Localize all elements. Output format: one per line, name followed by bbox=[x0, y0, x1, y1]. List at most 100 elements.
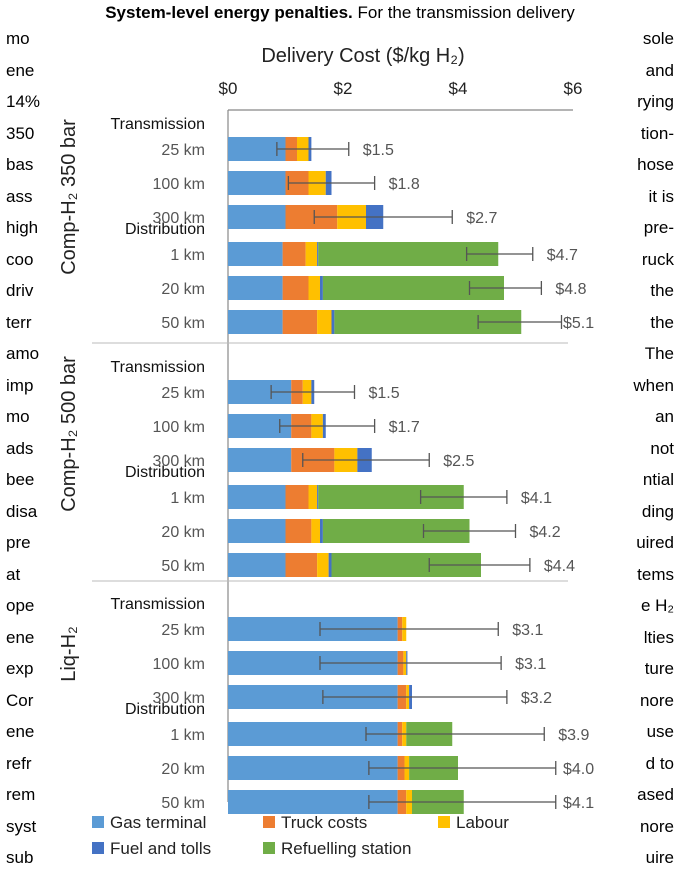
legend-swatch bbox=[263, 842, 275, 854]
bar-segment bbox=[228, 242, 283, 266]
legend-swatch bbox=[92, 816, 104, 828]
paper-line-left: imp bbox=[6, 375, 34, 395]
paper-line: refr d to bbox=[0, 751, 680, 777]
x-tick-label: $6 bbox=[564, 79, 583, 98]
bar-segment bbox=[228, 310, 283, 334]
paper-line-left: ass bbox=[6, 186, 33, 206]
paper-line-right: an bbox=[655, 407, 674, 426]
paper-line-right: the bbox=[650, 281, 674, 300]
bar-segment bbox=[282, 276, 309, 300]
paper-line-right: tion- bbox=[640, 123, 674, 143]
section-header: Distribution bbox=[125, 221, 205, 238]
bar-segment bbox=[285, 519, 312, 543]
total-value-label: $2.5 bbox=[443, 453, 474, 470]
paper-line-left: rem bbox=[6, 785, 36, 804]
row-label: 1 km bbox=[170, 247, 205, 264]
paper-line: mo sole bbox=[0, 26, 680, 52]
bar-segment bbox=[228, 276, 283, 300]
paper-line: pre uired bbox=[0, 530, 680, 556]
x-axis-title: Delivery Cost ($/kg H₂) bbox=[261, 45, 464, 67]
paper-line-right: lties bbox=[643, 627, 674, 647]
paper-line-right: ruck bbox=[641, 249, 674, 269]
row-label: 50 km bbox=[161, 315, 205, 332]
row-label: 50 km bbox=[161, 558, 205, 575]
total-value-label: $1.8 bbox=[389, 176, 420, 193]
bar-segment bbox=[331, 310, 335, 334]
paper-line: ads not bbox=[0, 436, 680, 462]
paper-line-left: ads bbox=[6, 438, 34, 458]
paper-line: sub uire bbox=[0, 845, 680, 871]
bar-segment bbox=[285, 553, 318, 577]
paper-line-right: it is bbox=[648, 186, 675, 206]
total-value-label: $1.7 bbox=[389, 419, 420, 436]
paper-line: 350 tion- bbox=[0, 121, 680, 147]
paper-line: driv the bbox=[0, 278, 680, 304]
paper-line-left: syst bbox=[6, 816, 37, 836]
paper-line-left: Cor bbox=[6, 690, 34, 710]
total-value-label: $3.9 bbox=[558, 727, 589, 744]
bar-segment bbox=[328, 553, 332, 577]
row-label: 100 km bbox=[153, 656, 205, 673]
paper-line-right: use bbox=[646, 722, 674, 741]
paper-line: bee ntial bbox=[0, 467, 680, 493]
paper-line: exp ture bbox=[0, 656, 680, 682]
paper-line-left: ope bbox=[6, 596, 35, 615]
bar-segment bbox=[320, 519, 323, 543]
paper-line-left: coo bbox=[6, 249, 34, 269]
paper-line-left: mo bbox=[6, 407, 30, 426]
paper-line-right: pre- bbox=[643, 218, 674, 237]
paper-line-right: hose bbox=[637, 155, 674, 174]
paper-line-left: driv bbox=[6, 281, 34, 300]
bar-segment bbox=[228, 205, 286, 229]
row-label: 1 km bbox=[170, 490, 205, 507]
row-label: 300 km bbox=[153, 210, 205, 227]
legend-label: Fuel and tolls bbox=[110, 839, 211, 858]
paper-line-left: mo bbox=[6, 29, 30, 48]
bar-segment bbox=[228, 171, 286, 195]
legend-label: Gas terminal bbox=[110, 813, 206, 832]
paper-line: syst nore bbox=[0, 814, 680, 840]
paper-line-right: d to bbox=[645, 753, 674, 773]
paper-line: ope e H₂ bbox=[0, 593, 680, 619]
legend-label: Truck costs bbox=[281, 813, 367, 832]
group-label: Comp-H₂ 350 bar bbox=[58, 119, 80, 275]
paper-line-left: sub bbox=[6, 848, 34, 867]
bar-segment bbox=[228, 519, 286, 543]
bar-segment bbox=[282, 310, 318, 334]
bar-segment bbox=[305, 242, 318, 266]
row-label: 100 km bbox=[153, 176, 205, 193]
paper-line: ene lties bbox=[0, 625, 680, 651]
paper-line: mo an bbox=[0, 404, 680, 430]
bar-segment bbox=[228, 448, 292, 472]
paper-line-right: ntial bbox=[642, 470, 674, 489]
paper-line: bas hose bbox=[0, 152, 680, 178]
paper-heading-bold: System-level energy penalties. bbox=[105, 3, 353, 22]
row-label: 25 km bbox=[161, 385, 205, 402]
paper-line-left: pre bbox=[6, 533, 31, 552]
paper-line: high pre- bbox=[0, 215, 680, 241]
paper-heading-rest: For the transmission delivery bbox=[352, 3, 575, 22]
total-value-label: $2.7 bbox=[466, 210, 497, 227]
paper-line-left: disa bbox=[6, 501, 38, 521]
section-header: Distribution bbox=[125, 701, 205, 718]
paper-line: terr the bbox=[0, 310, 680, 336]
legend-label: Refuelling station bbox=[281, 839, 411, 858]
paper-line-left: refr bbox=[6, 753, 32, 773]
paper-line-left: ene bbox=[6, 722, 35, 741]
x-tick-label: $4 bbox=[449, 79, 468, 98]
delivery-cost-figure: Delivery Cost ($/kg H₂) $0 $2 $4 $6 Comp-H₂ 3… bbox=[58, 34, 598, 894]
paper-line-right: e H₂ bbox=[640, 596, 674, 615]
section-header: Distribution bbox=[125, 464, 205, 481]
paper-line-right: the bbox=[650, 312, 674, 332]
bar-segment bbox=[228, 485, 286, 509]
bar-segment bbox=[311, 519, 320, 543]
row-label: 20 km bbox=[161, 281, 205, 298]
paper-line-left: high bbox=[6, 218, 39, 237]
paper-line-right: and bbox=[645, 60, 674, 80]
bar-segment bbox=[317, 310, 332, 334]
paper-heading: System-level energy penalties. For the t… bbox=[0, 0, 680, 26]
total-value-label: $4.0 bbox=[563, 761, 594, 778]
bar-segment bbox=[320, 276, 323, 300]
paper-line-left: bas bbox=[6, 155, 34, 174]
x-tick-label: $0 bbox=[219, 79, 238, 98]
